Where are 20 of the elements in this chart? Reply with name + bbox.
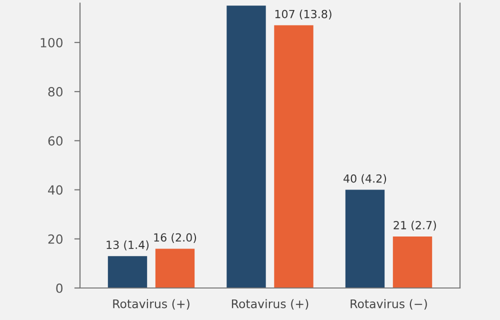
y-tick-label: 20 xyxy=(48,234,63,244)
bar xyxy=(108,256,148,288)
y-tick-label: 40 xyxy=(48,185,63,195)
data-label: 21 (2.7) xyxy=(394,220,436,231)
bar xyxy=(392,236,432,288)
data-label: 16 (2.0) xyxy=(154,233,196,243)
x-tick-label: Rotavirus (−) xyxy=(350,299,427,310)
x-tick-label: Rotavirus (+) xyxy=(232,299,308,310)
bar xyxy=(274,25,314,288)
y-tick-label: 80 xyxy=(48,87,63,97)
data-label: 40 (4.2) xyxy=(344,174,386,184)
data-label: 107 (13.8) xyxy=(275,10,332,20)
x-tick-label: Rotavirus (+) xyxy=(113,299,190,310)
y-tick-label: 0 xyxy=(56,283,63,293)
data-label: 13 (1.4) xyxy=(106,240,149,250)
bar xyxy=(345,190,385,288)
y-tick-label: 100 xyxy=(40,38,63,48)
y-tick-label: 60 xyxy=(48,136,63,146)
bar xyxy=(226,6,266,288)
bar xyxy=(155,248,195,288)
